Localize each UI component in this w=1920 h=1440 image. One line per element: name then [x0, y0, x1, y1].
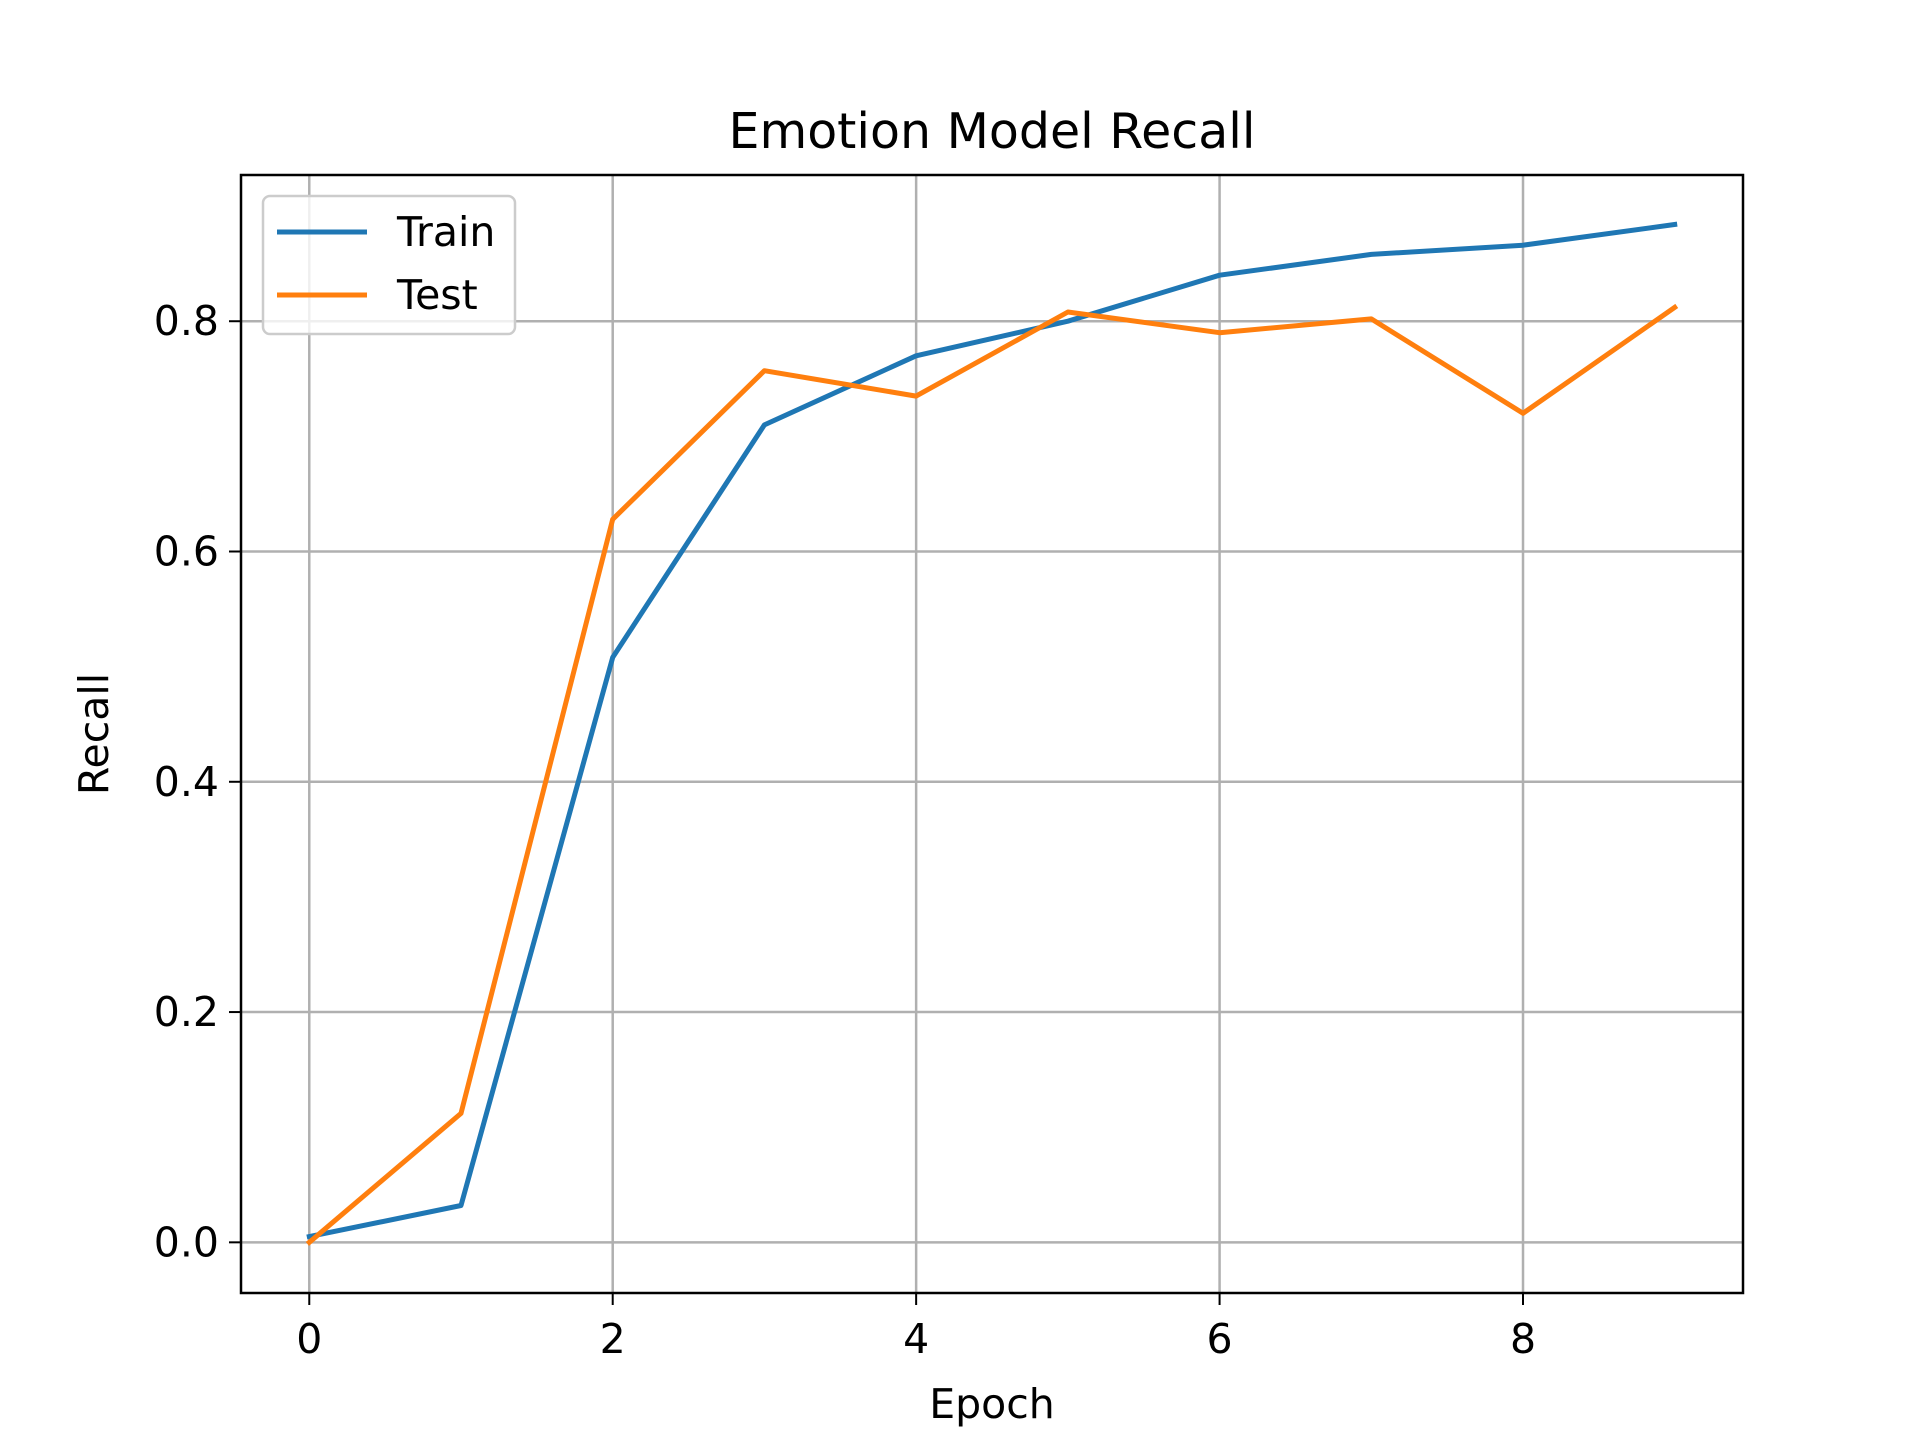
x-tick-label: 8: [1510, 1315, 1536, 1363]
chart-title: Emotion Model Recall: [729, 103, 1256, 160]
plot-frame: [239, 173, 1745, 1295]
grid: [241, 175, 1743, 1293]
legend-label-train: Train: [396, 208, 495, 256]
legend: Train Test: [261, 194, 517, 336]
y-tick-label: 0.4: [154, 758, 219, 806]
y-tick-label: 0.0: [154, 1218, 219, 1266]
y-axis-label: Recall: [70, 673, 118, 795]
x-tick-label: 4: [903, 1315, 929, 1363]
axis-ticks: 0 2 4 6 8 0.0 0.2 0.4 0.6 0.8: [154, 297, 1536, 1363]
x-tick-label: 2: [600, 1315, 626, 1363]
x-tick-label: 6: [1207, 1315, 1233, 1363]
series-line-test: [305, 303, 1679, 1246]
y-tick-label: 0.2: [154, 988, 219, 1036]
x-tick-label: 0: [296, 1315, 322, 1363]
series-line-train: [306, 221, 1678, 1240]
legend-label-test: Test: [396, 271, 478, 319]
y-tick-label: 0.6: [154, 528, 219, 576]
x-axis-label: Epoch: [929, 1380, 1055, 1428]
y-tick-label: 0.8: [154, 297, 219, 345]
series-lines: [305, 221, 1679, 1246]
